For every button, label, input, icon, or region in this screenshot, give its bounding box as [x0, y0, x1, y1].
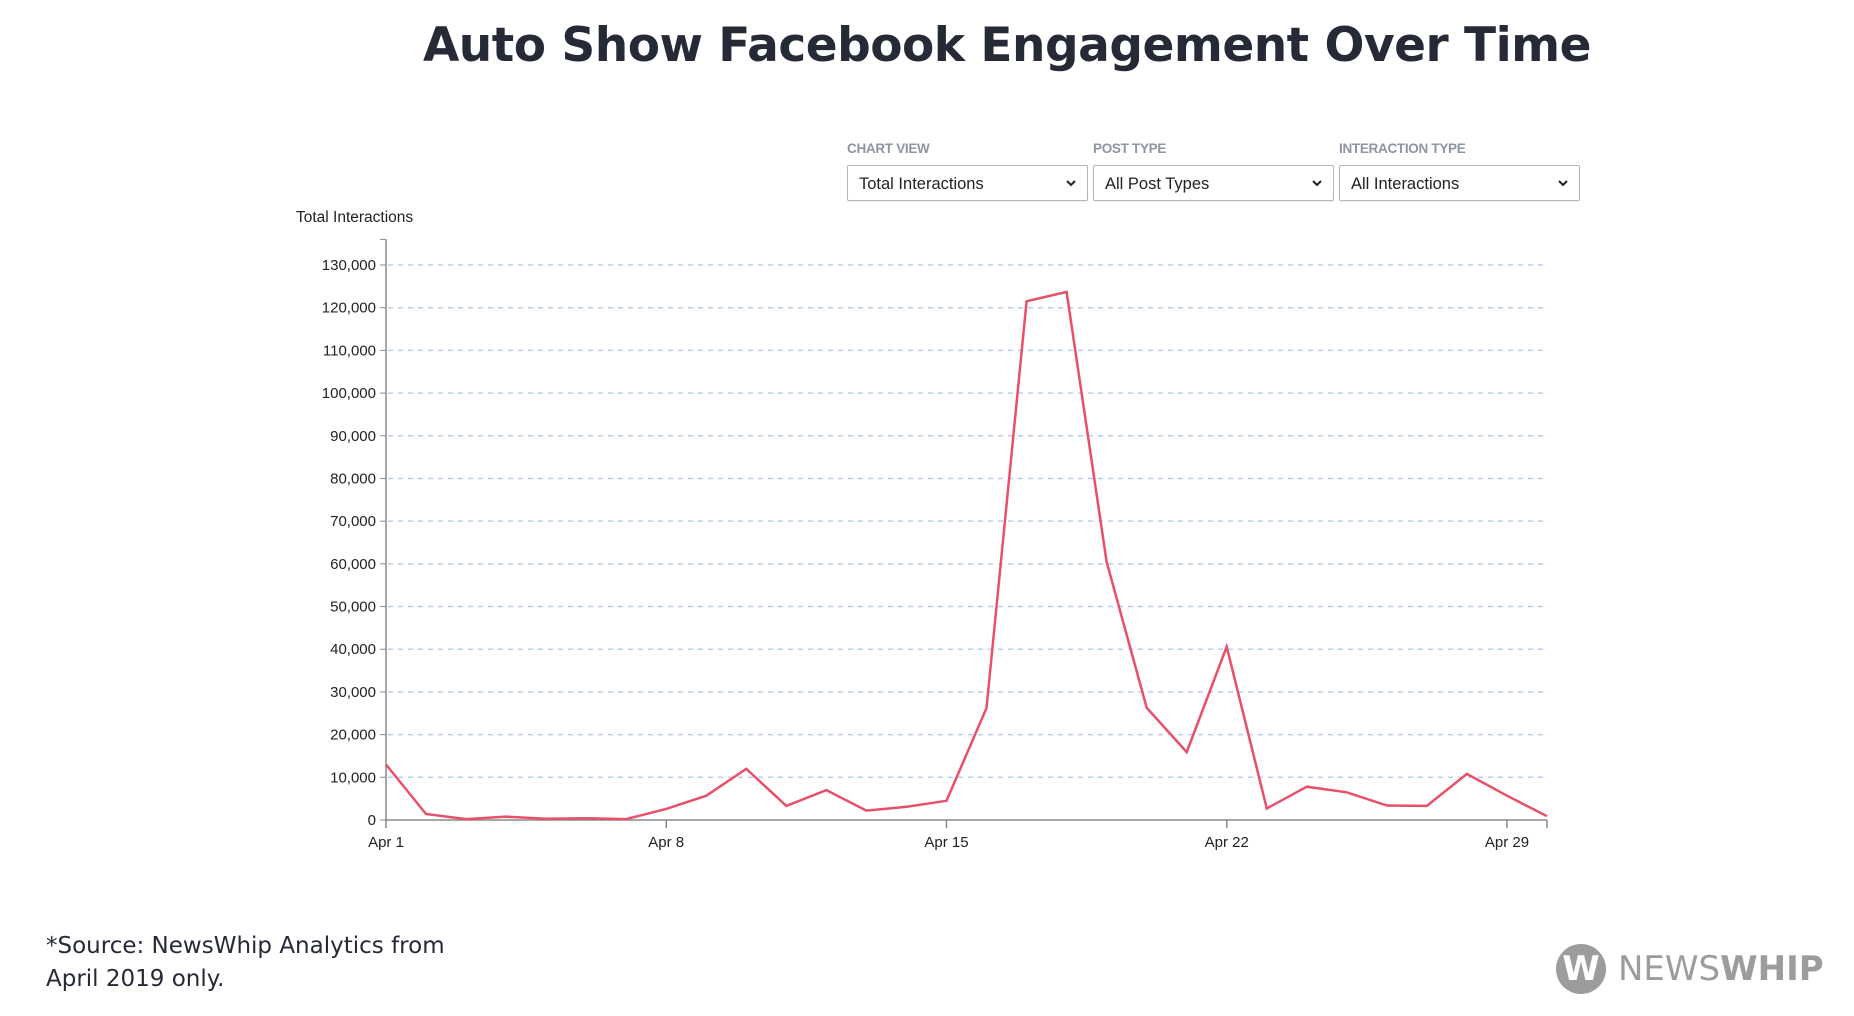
newswhip-logo: W NEWSWHIP — [1556, 943, 1824, 995]
source-line-1: *Source: NewsWhip Analytics from — [46, 933, 445, 959]
filter-label: CHART VIEW — [847, 141, 930, 156]
y-axis-title: Total Interactions — [296, 209, 414, 226]
y-tick-label: 110,000 — [323, 342, 376, 359]
y-tick-label: 80,000 — [330, 470, 376, 487]
chevron-down-icon — [1312, 180, 1322, 187]
filter-post-type: POST TYPE All Post Types — [1093, 141, 1334, 201]
y-tick-label: 90,000 — [330, 428, 376, 445]
chevron-down-icon — [1558, 180, 1568, 187]
series-layer — [385, 290, 1548, 821]
y-tick-label: 120,000 — [322, 300, 376, 317]
chevron-down-icon — [1066, 180, 1076, 187]
x-tick-label: Apr 8 — [648, 834, 684, 851]
filter-label: POST TYPE — [1093, 141, 1167, 156]
gridlines — [388, 264, 1547, 779]
series-line — [385, 290, 1548, 821]
source-line-2: April 2019 only. — [46, 966, 225, 992]
select-value: All Interactions — [1351, 175, 1460, 193]
x-tick-label: Apr 1 — [368, 834, 404, 851]
logo-text-whip: WHIP — [1720, 949, 1824, 989]
filter-interaction-type: INTERACTION TYPE All Interactions — [1339, 141, 1580, 201]
post-type-select[interactable]: All Post Types — [1093, 165, 1334, 201]
logo-text-news: NEWS — [1618, 949, 1721, 989]
logo-mark-letter: W — [1562, 949, 1600, 989]
select-value: Total Interactions — [859, 175, 984, 193]
y-tick-label: 10,000 — [330, 769, 376, 786]
y-tick-label: 130,000 — [322, 257, 376, 274]
x-axis: Apr 1 Apr 8 Apr 15 Apr 22 Apr 29 — [368, 819, 1548, 851]
filter-chart-view: CHART VIEW Total Interactions — [847, 141, 1088, 201]
source-note: *Source: NewsWhip Analytics from April 2… — [46, 930, 445, 996]
x-tick-label: Apr 15 — [924, 834, 968, 851]
chart-view-select[interactable]: Total Interactions — [847, 165, 1088, 201]
y-axis: 0 10,000 20,000 30,000 40,000 50,000 60,000 70,… — [322, 238, 387, 829]
x-tick-label: Apr 29 — [1485, 834, 1529, 851]
interaction-type-select[interactable]: All Interactions — [1339, 165, 1580, 201]
y-tick-label: 0 — [368, 812, 376, 829]
filter-label: INTERACTION TYPE — [1339, 141, 1466, 156]
newswhip-w-icon: W — [1556, 944, 1606, 994]
y-tick-label: 50,000 — [330, 599, 376, 616]
y-tick-label: 60,000 — [330, 556, 376, 573]
y-tick-label: 40,000 — [330, 641, 376, 658]
y-tick-label: 30,000 — [330, 684, 376, 701]
x-tick-label: Apr 22 — [1205, 834, 1249, 851]
chart-title: Auto Show Facebook Engagement Over Time — [422, 18, 1592, 73]
y-tick-label: 20,000 — [330, 727, 376, 744]
y-tick-label: 70,000 — [330, 513, 376, 530]
select-value: All Post Types — [1105, 175, 1210, 193]
logo-wordmark: NEWSWHIP — [1618, 949, 1824, 989]
y-tick-label: 100,000 — [322, 385, 376, 402]
